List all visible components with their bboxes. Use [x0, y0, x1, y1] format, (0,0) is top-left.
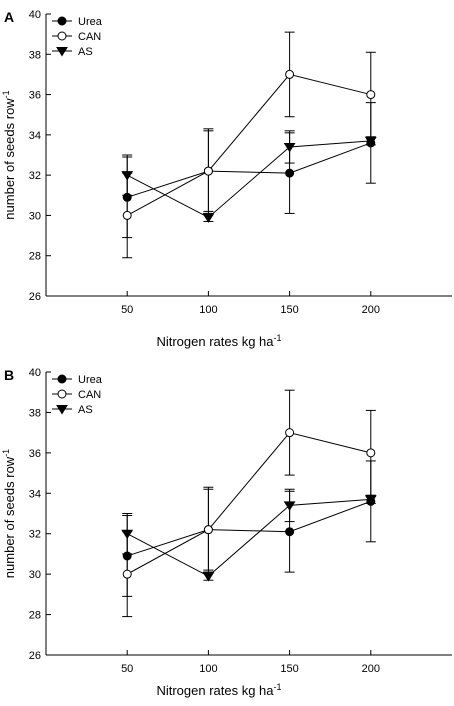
x-axis-title-text: Nitrogen rates kg ha [156, 334, 274, 349]
legend-item-as: AS [52, 404, 93, 416]
data-point [364, 495, 377, 505]
y-tick-label: 36 [29, 448, 41, 460]
legend-item-can: CAN [52, 31, 101, 43]
y-tick-label: 30 [29, 210, 41, 222]
y-tick-label: 28 [29, 610, 41, 622]
legend: Urea CAN AS [52, 374, 103, 416]
y-axis-title: number of seeds row-1 [1, 90, 17, 219]
legend-item-urea: Urea [52, 374, 103, 386]
legend-marker [57, 31, 67, 41]
y-axis-title-text: number of seeds row [2, 456, 17, 578]
data-point [366, 90, 376, 100]
y-tick-label: 26 [29, 291, 41, 303]
data-point [122, 210, 132, 220]
series-can [122, 389, 376, 618]
y-tick-label: 38 [29, 49, 41, 61]
x-axis-title: Nitrogen rates kg ha-1 [156, 333, 281, 349]
panel-label: A [4, 9, 14, 25]
series-line [127, 500, 371, 557]
y-axis-title-superscript: -1 [1, 449, 11, 457]
data-point [364, 136, 377, 147]
x-axis-title-text: Nitrogen rates kg ha [156, 683, 274, 698]
data-point [203, 166, 213, 176]
data-point [366, 448, 376, 458]
x-tick-label: 150 [280, 663, 298, 675]
data-point [285, 428, 295, 438]
data-point [285, 168, 295, 178]
y-tick-label: 34 [29, 130, 41, 142]
x-tick-label: 150 [280, 304, 298, 316]
y-tick-label: 26 [29, 650, 41, 662]
data-point [285, 527, 295, 537]
legend-label: CAN [78, 389, 101, 401]
y-tick-label: 34 [29, 488, 41, 500]
panel-label: B [4, 367, 14, 383]
y-tick-label: 40 [29, 367, 41, 379]
legend-marker [56, 47, 68, 57]
data-point [285, 69, 295, 79]
x-tick-label: 50 [121, 304, 133, 316]
x-tick-label: 200 [362, 663, 380, 675]
y-tick-label: 32 [29, 529, 41, 541]
x-tick-label: 200 [362, 304, 380, 316]
series-line [126, 498, 371, 577]
legend-label: CAN [78, 31, 101, 43]
data-point [283, 142, 296, 153]
y-axis-title: number of seeds row-1 [1, 449, 17, 578]
x-tick-label: 50 [121, 663, 133, 675]
y-tick-label: 38 [29, 407, 41, 419]
data-point [283, 501, 296, 511]
legend-marker [57, 374, 67, 384]
series-line [127, 142, 371, 198]
data-point [202, 572, 215, 582]
legend-marker [56, 405, 68, 415]
chart-panel-a: A 26 28 30 32 34 36 38 40 50 100 150 200 Nitrogen rat… [1, 9, 452, 349]
legend-label: Urea [78, 16, 103, 28]
y-axis-title-text: number of seeds row [2, 98, 17, 220]
legend-marker [57, 389, 67, 399]
data-point [121, 171, 134, 181]
legend: Urea CAN AS [52, 16, 103, 58]
legend-marker [57, 16, 67, 26]
y-tick-label: 30 [29, 569, 41, 581]
series-as [121, 130, 377, 223]
y-tick-label: 28 [29, 251, 41, 263]
y-tick-label: 40 [29, 9, 41, 21]
series-as [121, 488, 377, 582]
x-tick-label: 100 [199, 663, 217, 675]
series-line [126, 432, 371, 575]
legend-item-urea: Urea [52, 16, 103, 28]
data-point [203, 525, 213, 535]
chart-panel-b: B 26 28 30 32 34 36 38 40 50 100 150 200 Nitrogen rat… [1, 367, 452, 698]
data-point [121, 529, 134, 540]
legend-label: Urea [78, 374, 103, 386]
series-line [126, 73, 371, 216]
x-axis-title: Nitrogen rates kg ha-1 [156, 682, 281, 698]
legend-label: AS [78, 46, 93, 58]
series-can [122, 31, 376, 259]
x-axis-title-superscript: -1 [274, 333, 282, 343]
x-tick-label: 100 [199, 304, 217, 316]
legend-label: AS [78, 404, 93, 416]
x-axis-title-superscript: -1 [274, 682, 282, 692]
y-axis-title-superscript: -1 [1, 90, 11, 98]
legend-item-can: CAN [52, 389, 101, 401]
data-point [202, 213, 215, 223]
data-point [122, 569, 132, 579]
y-tick-label: 36 [29, 90, 41, 102]
y-tick-label: 32 [29, 170, 41, 182]
legend-item-as: AS [52, 46, 93, 58]
series-line [126, 140, 371, 219]
